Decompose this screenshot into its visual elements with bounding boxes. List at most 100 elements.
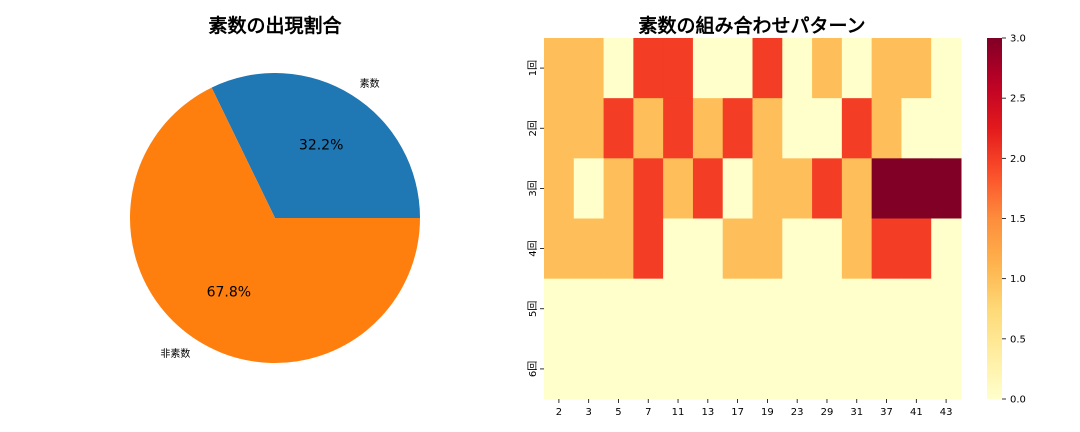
heatmap-cell (901, 98, 932, 159)
x-tick-label: 2 (556, 407, 562, 418)
heatmap-cell (782, 218, 813, 280)
heatmap-cell (544, 38, 575, 99)
heatmap-cell (782, 338, 813, 400)
heatmap-cell (931, 338, 962, 400)
heatmap-cell (752, 338, 783, 400)
heatmap-cell (812, 338, 843, 400)
pie-label-0: 素数 (360, 77, 380, 90)
heatmap-cell (603, 278, 634, 340)
heatmap-cell (603, 38, 634, 99)
pie-pct-label-1: 67.8% (207, 285, 251, 301)
heatmap-cell (841, 338, 873, 400)
x-tick-label: 43 (940, 407, 953, 418)
heatmap-cell (722, 158, 753, 219)
heatmap-cell (931, 38, 962, 99)
heatmap-cell (544, 98, 575, 159)
heatmap-cell (871, 278, 902, 340)
heatmap-cell (871, 158, 902, 219)
colorbar-tick-label: 2.0 (1010, 154, 1026, 165)
heatmap-cell (633, 218, 664, 280)
heatmap-cell (573, 218, 605, 280)
heatmap-x-axis: 2 3 5 7 11 13 17 19 23 29 31 37 41 43 (556, 399, 953, 418)
heatmap-cell (871, 98, 902, 159)
heatmap-cell (573, 38, 605, 99)
heatmap-cell (841, 98, 873, 159)
x-tick-label: 41 (910, 407, 923, 418)
y-tick-label: 6回 (527, 361, 539, 377)
y-tick-label: 3回 (527, 180, 539, 196)
heatmap-cell (573, 98, 605, 159)
heatmap-cell (544, 158, 575, 219)
heatmap-cell (841, 158, 873, 219)
heatmap-cell (722, 38, 753, 99)
x-tick-label: 31 (850, 407, 863, 418)
heatmap-cell (663, 278, 694, 340)
heatmap-cell (544, 338, 575, 400)
heatmap-cell (722, 218, 753, 280)
heatmap-cell (692, 338, 724, 400)
heatmap-cell (633, 278, 664, 340)
colorbar (987, 38, 1002, 399)
heatmap-cell (931, 218, 962, 280)
x-tick-label: 5 (615, 407, 621, 418)
heatmap-cell (633, 158, 664, 219)
x-tick-label: 23 (791, 407, 804, 418)
heatmap-cell (752, 218, 783, 280)
heatmap-cell (544, 218, 575, 280)
heatmap-cell (871, 218, 902, 280)
x-tick-label: 29 (821, 407, 834, 418)
heatmap-cell (603, 158, 634, 219)
colorbar-tick-label: 1.0 (1010, 274, 1026, 285)
heatmap-cell (722, 338, 753, 400)
heatmap-cell (782, 158, 813, 219)
heatmap-cell (603, 218, 634, 280)
heatmap-cell (663, 218, 694, 280)
heatmap-cell (692, 218, 724, 280)
y-tick-label: 5回 (527, 301, 539, 317)
heatmap-cell (573, 158, 605, 219)
heatmap-cell (663, 338, 694, 400)
pie-label-1: 非素数 (160, 347, 190, 360)
pie-pct-label-0: 32.2% (299, 137, 343, 153)
x-tick-label: 3 (585, 407, 591, 418)
heatmap-y-axis: 1回 2回 3回 4回 5回 6回 (527, 60, 544, 377)
heatmap-cell (901, 218, 932, 280)
heatmap-cell (812, 158, 843, 219)
heatmap-cell (752, 158, 783, 219)
heatmap-cell (573, 278, 605, 340)
heatmap-cell (901, 158, 932, 219)
colorbar-tick-label: 2.5 (1010, 94, 1026, 105)
heatmap-cell (841, 278, 873, 340)
y-tick-label: 4回 (527, 240, 539, 256)
heatmap-cell (544, 278, 575, 340)
heatmap-cell (812, 218, 843, 280)
heatmap-cell (782, 278, 813, 340)
colorbar-tick-label: 1.5 (1010, 214, 1026, 225)
heatmap-cell (782, 98, 813, 159)
heatmap-cell (931, 158, 962, 219)
x-tick-label: 17 (731, 407, 744, 418)
heatmap-cell (812, 278, 843, 340)
x-tick-label: 37 (880, 407, 893, 418)
heatmap-cell (663, 98, 694, 159)
pie-slice-1 (129, 87, 420, 363)
x-tick-label: 19 (761, 407, 774, 418)
y-tick-label: 1回 (527, 60, 539, 76)
heatmap-cell (603, 338, 634, 400)
colorbar-tick-label: 3.0 (1010, 34, 1026, 45)
x-tick-label: 7 (645, 407, 651, 418)
heatmap-cell (871, 38, 902, 99)
heatmap-cell (812, 38, 843, 99)
pie-chart: 素数 32.2% 非素数 67.8% (129, 73, 420, 363)
heatmap-cell (722, 278, 753, 340)
heatmap-cell (901, 278, 932, 340)
pie-title: 素数の出現割合 (208, 14, 342, 37)
x-tick-label: 13 (701, 407, 714, 418)
heatmap-cell (663, 38, 694, 99)
heatmap-cell (663, 158, 694, 219)
heatmap-cell (901, 338, 932, 400)
heatmap-cell (931, 278, 962, 340)
heatmap-cell (841, 218, 873, 280)
heatmap-cell (722, 98, 753, 159)
